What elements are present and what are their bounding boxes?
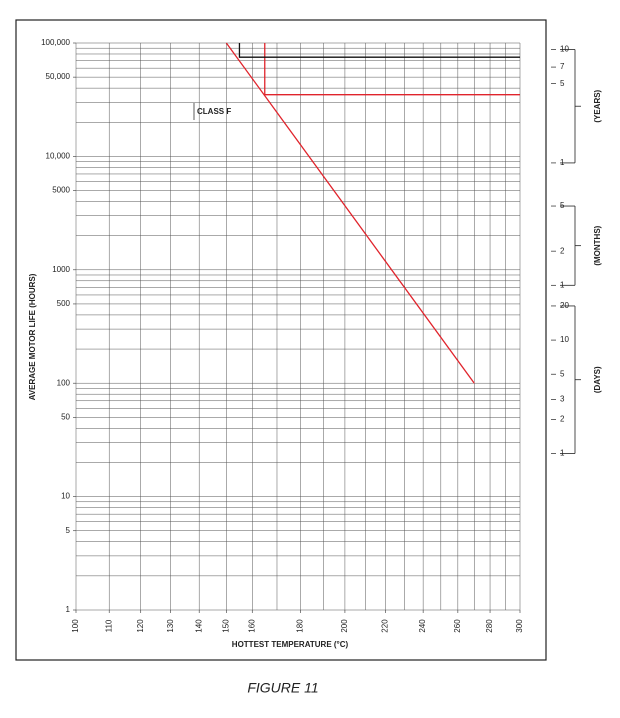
frame — [15, 19, 547, 661]
y-tick-label: 10,000 — [46, 152, 71, 161]
y-tick-label: 100 — [57, 378, 71, 387]
y-axis-label: AVERAGE MOTOR LIFE (HOURS) — [28, 273, 37, 400]
life-line — [225, 42, 475, 384]
caption: FIGURE 11 — [247, 680, 318, 696]
x-tick-label: 120 — [136, 619, 145, 633]
y-tick-label: 50 — [61, 412, 70, 421]
y2-tick-label: 1 — [560, 158, 565, 167]
y2-group-label: (MONTHS) — [593, 225, 602, 265]
y2-tick-label: 10 — [560, 45, 569, 54]
x-tick-label: 300 — [515, 619, 524, 633]
y2-group-label: (DAYS) — [593, 366, 602, 393]
x-tick-label: 280 — [485, 619, 494, 633]
y2-tick-label: 7 — [560, 62, 565, 71]
x-axis-label: HOTTEST TEMPERATURE (°C) — [232, 640, 349, 649]
life-line — [264, 43, 520, 96]
y2-tick-label: 1 — [560, 280, 565, 289]
x-tick-label: 100 — [71, 619, 80, 633]
x-tick-label: 260 — [453, 619, 462, 633]
y2-group-label: (YEARS) — [593, 89, 602, 122]
y2-tick-label: 1 — [560, 449, 565, 458]
y-tick-label: 50,000 — [46, 72, 71, 81]
x-tick-label: 130 — [166, 619, 175, 633]
y-tick-label: 5 — [66, 526, 71, 535]
y-tick-label: 1 — [66, 605, 71, 614]
y2-tick-label: 5 — [560, 79, 565, 88]
y2-tick-label: 3 — [560, 394, 565, 403]
life-line — [238, 43, 520, 58]
x-tick-label: 160 — [247, 619, 256, 633]
y2-tick-label: 2 — [560, 246, 565, 255]
y-tick-label: 1000 — [52, 265, 70, 274]
y2-tick-label: 5 — [560, 369, 565, 378]
annotation: CLASS F — [197, 107, 231, 116]
x-tick-label: 110 — [104, 619, 113, 632]
y2-tick-label: 2 — [560, 414, 565, 423]
x-tick-label: 220 — [381, 619, 390, 633]
y-tick-label: 5000 — [52, 186, 70, 195]
x-tick-label: 180 — [296, 619, 305, 633]
y2-tick-label: 20 — [560, 301, 569, 310]
y-tick-label: 10 — [61, 492, 70, 501]
x-tick-label: 200 — [340, 619, 349, 633]
y-tick-label: 500 — [57, 299, 71, 308]
x-tick-label: 240 — [418, 619, 427, 633]
y2-tick-label: 10 — [560, 335, 569, 344]
y2-tick-label: 5 — [560, 201, 565, 210]
x-tick-label: 150 — [221, 619, 230, 633]
x-tick-label: 140 — [194, 619, 203, 633]
y-tick-label: 100,000 — [41, 38, 70, 47]
